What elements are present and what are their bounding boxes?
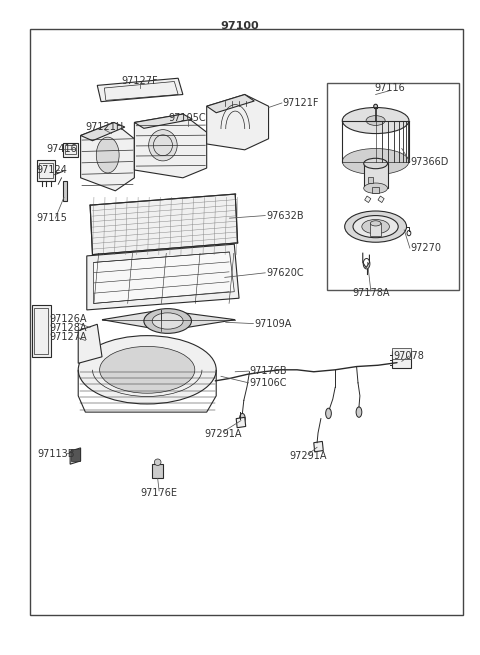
Text: 97115: 97115 bbox=[37, 213, 68, 223]
Bar bbox=[368, 176, 373, 183]
Polygon shape bbox=[207, 94, 268, 150]
Bar bbox=[371, 223, 381, 236]
Bar bbox=[37, 160, 55, 181]
Bar bbox=[32, 305, 50, 357]
Ellipse shape bbox=[345, 211, 407, 242]
Ellipse shape bbox=[100, 346, 195, 393]
Text: 97291A: 97291A bbox=[204, 428, 242, 439]
Ellipse shape bbox=[356, 407, 362, 417]
Bar bbox=[153, 464, 163, 479]
Polygon shape bbox=[102, 310, 235, 331]
Polygon shape bbox=[70, 448, 81, 464]
Text: 97109A: 97109A bbox=[254, 318, 292, 329]
Ellipse shape bbox=[364, 159, 387, 169]
Text: 97113B: 97113B bbox=[38, 449, 75, 458]
Text: 97116: 97116 bbox=[374, 83, 405, 93]
Ellipse shape bbox=[364, 183, 387, 193]
Ellipse shape bbox=[240, 413, 245, 424]
Polygon shape bbox=[97, 78, 183, 102]
Text: 97416: 97416 bbox=[47, 143, 77, 153]
Ellipse shape bbox=[353, 215, 398, 238]
Bar bbox=[372, 187, 379, 193]
Ellipse shape bbox=[149, 130, 177, 161]
Polygon shape bbox=[134, 114, 192, 128]
Bar bbox=[392, 351, 411, 368]
Polygon shape bbox=[94, 252, 234, 303]
Bar bbox=[63, 181, 67, 200]
Ellipse shape bbox=[78, 335, 216, 404]
Ellipse shape bbox=[144, 309, 192, 333]
Bar bbox=[39, 164, 52, 178]
Ellipse shape bbox=[366, 116, 385, 125]
Ellipse shape bbox=[371, 221, 381, 226]
Ellipse shape bbox=[342, 107, 409, 134]
Polygon shape bbox=[90, 194, 238, 255]
Polygon shape bbox=[87, 244, 239, 310]
Polygon shape bbox=[314, 441, 323, 452]
Text: 97078: 97078 bbox=[394, 351, 424, 361]
Polygon shape bbox=[378, 196, 384, 202]
Text: 97106C: 97106C bbox=[250, 378, 287, 388]
Text: 97178A: 97178A bbox=[352, 288, 390, 298]
Text: 97124: 97124 bbox=[37, 165, 68, 175]
Text: 97126A: 97126A bbox=[49, 314, 87, 324]
Ellipse shape bbox=[96, 137, 119, 173]
Bar bbox=[65, 145, 76, 155]
Text: 97127F: 97127F bbox=[122, 77, 158, 86]
Ellipse shape bbox=[152, 313, 183, 329]
Bar bbox=[63, 143, 78, 157]
Bar bbox=[34, 308, 48, 354]
Text: 97127A: 97127A bbox=[49, 332, 87, 343]
Polygon shape bbox=[236, 417, 246, 428]
Bar bbox=[326, 83, 459, 290]
Text: 97100: 97100 bbox=[221, 20, 259, 31]
Bar bbox=[392, 348, 411, 359]
Text: 97121H: 97121H bbox=[85, 122, 123, 132]
Polygon shape bbox=[134, 114, 207, 178]
Bar bbox=[364, 164, 387, 188]
Ellipse shape bbox=[155, 459, 161, 466]
Polygon shape bbox=[81, 122, 134, 191]
Text: 97632B: 97632B bbox=[266, 210, 304, 221]
Ellipse shape bbox=[342, 149, 409, 174]
Text: 97176B: 97176B bbox=[250, 366, 287, 376]
Text: 97105C: 97105C bbox=[169, 113, 206, 123]
Ellipse shape bbox=[374, 104, 377, 108]
Text: 97291A: 97291A bbox=[289, 451, 327, 461]
Text: 97366D: 97366D bbox=[410, 157, 449, 166]
Text: 97121F: 97121F bbox=[283, 98, 319, 108]
Polygon shape bbox=[78, 324, 102, 364]
Ellipse shape bbox=[325, 408, 331, 419]
Text: 97128A: 97128A bbox=[49, 323, 87, 333]
Ellipse shape bbox=[362, 219, 389, 234]
Polygon shape bbox=[365, 196, 371, 202]
Polygon shape bbox=[81, 122, 125, 141]
Bar bbox=[71, 449, 80, 461]
Text: 97176E: 97176E bbox=[141, 488, 178, 498]
Text: 97270: 97270 bbox=[410, 243, 441, 253]
Text: 97620C: 97620C bbox=[266, 268, 304, 278]
Polygon shape bbox=[207, 94, 254, 113]
